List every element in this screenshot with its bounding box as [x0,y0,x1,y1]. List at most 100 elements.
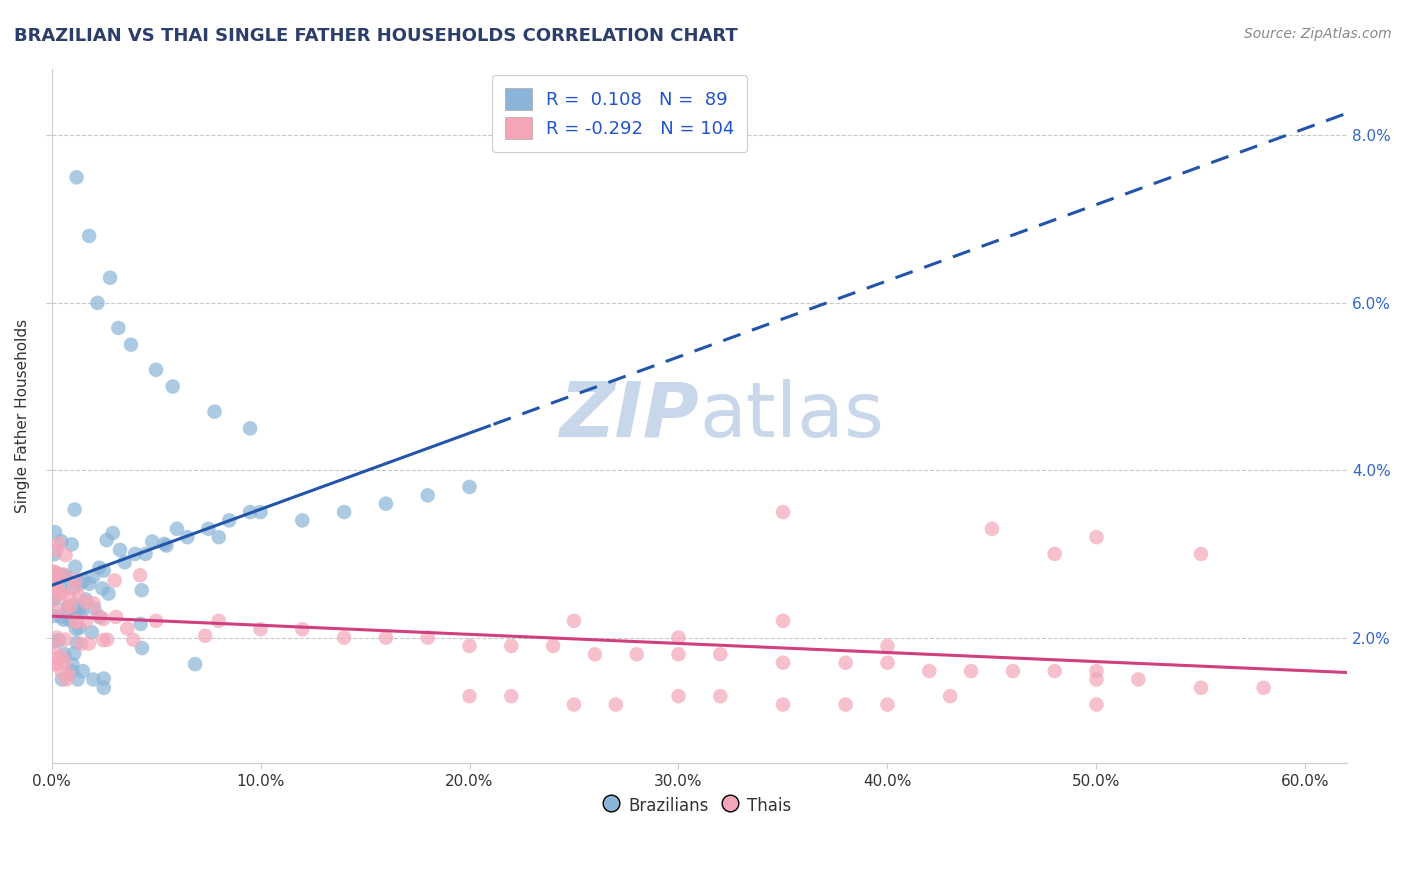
Point [141,534,163,549]
Point [562,614,585,628]
Point [197,522,219,536]
Point [46,631,69,645]
Point [87,608,110,623]
Point [65,170,87,185]
Point [772,505,794,519]
Point [67,605,90,619]
Point [51,665,73,680]
Point [42,634,65,648]
Point [1253,681,1275,695]
Point [772,656,794,670]
Point [122,632,145,647]
Point [42,592,65,607]
Point [62,602,84,616]
Point [668,648,690,662]
Point [49,580,72,594]
Point [45,580,67,594]
Point [91,633,114,648]
Point [668,631,690,645]
Point [60,537,83,551]
Point [42,657,65,672]
Point [67,621,90,635]
Point [1085,698,1108,712]
Point [52,613,75,627]
Point [155,539,177,553]
Point [56,600,79,615]
Point [51,673,73,687]
Point [42,591,65,605]
Point [93,681,115,695]
Point [876,656,898,670]
Point [117,622,139,636]
Point [82,673,104,687]
Point [82,596,104,610]
Point [49,586,72,600]
Point [876,698,898,712]
Point [60,611,83,625]
Point [62,657,84,672]
Point [96,533,118,548]
Point [124,547,146,561]
Point [208,530,231,544]
Point [62,664,84,678]
Point [52,569,75,583]
Point [83,601,105,615]
Point [96,632,118,647]
Point [69,576,91,591]
Point [91,612,114,626]
Point [291,622,314,636]
Point [239,505,262,519]
Point [129,568,152,582]
Point [458,639,481,653]
Point [153,537,176,551]
Point [70,606,93,620]
Point [834,656,856,670]
Point [42,574,65,588]
Point [981,522,1004,536]
Point [709,689,731,703]
Point [75,615,97,629]
Point [46,651,69,665]
Point [51,649,73,664]
Point [1001,664,1024,678]
Point [45,566,67,581]
Point [58,599,80,614]
Point [501,639,523,653]
Point [583,648,606,662]
Point [48,633,70,648]
Point [79,576,101,591]
Point [76,595,98,609]
Point [108,542,131,557]
Point [333,505,356,519]
Point [63,573,86,587]
Point [1085,664,1108,678]
Point [98,270,121,285]
Point [58,591,80,606]
Point [55,548,77,562]
Point [1128,673,1150,687]
Point [65,614,87,628]
Point [291,513,314,527]
Point [51,587,73,601]
Point [77,637,100,651]
Point [131,583,153,598]
Point [939,689,962,703]
Point [93,672,115,686]
Point [55,601,77,615]
Point [42,641,65,656]
Point [605,698,627,712]
Point [59,599,82,613]
Point [834,698,856,712]
Point [42,565,65,579]
Point [772,698,794,712]
Point [120,337,142,351]
Point [58,609,80,624]
Point [60,581,83,595]
Point [53,656,76,670]
Point [66,636,89,650]
Point [44,525,66,540]
Point [218,513,240,527]
Point [70,637,93,651]
Point [58,613,80,627]
Point [135,547,157,561]
